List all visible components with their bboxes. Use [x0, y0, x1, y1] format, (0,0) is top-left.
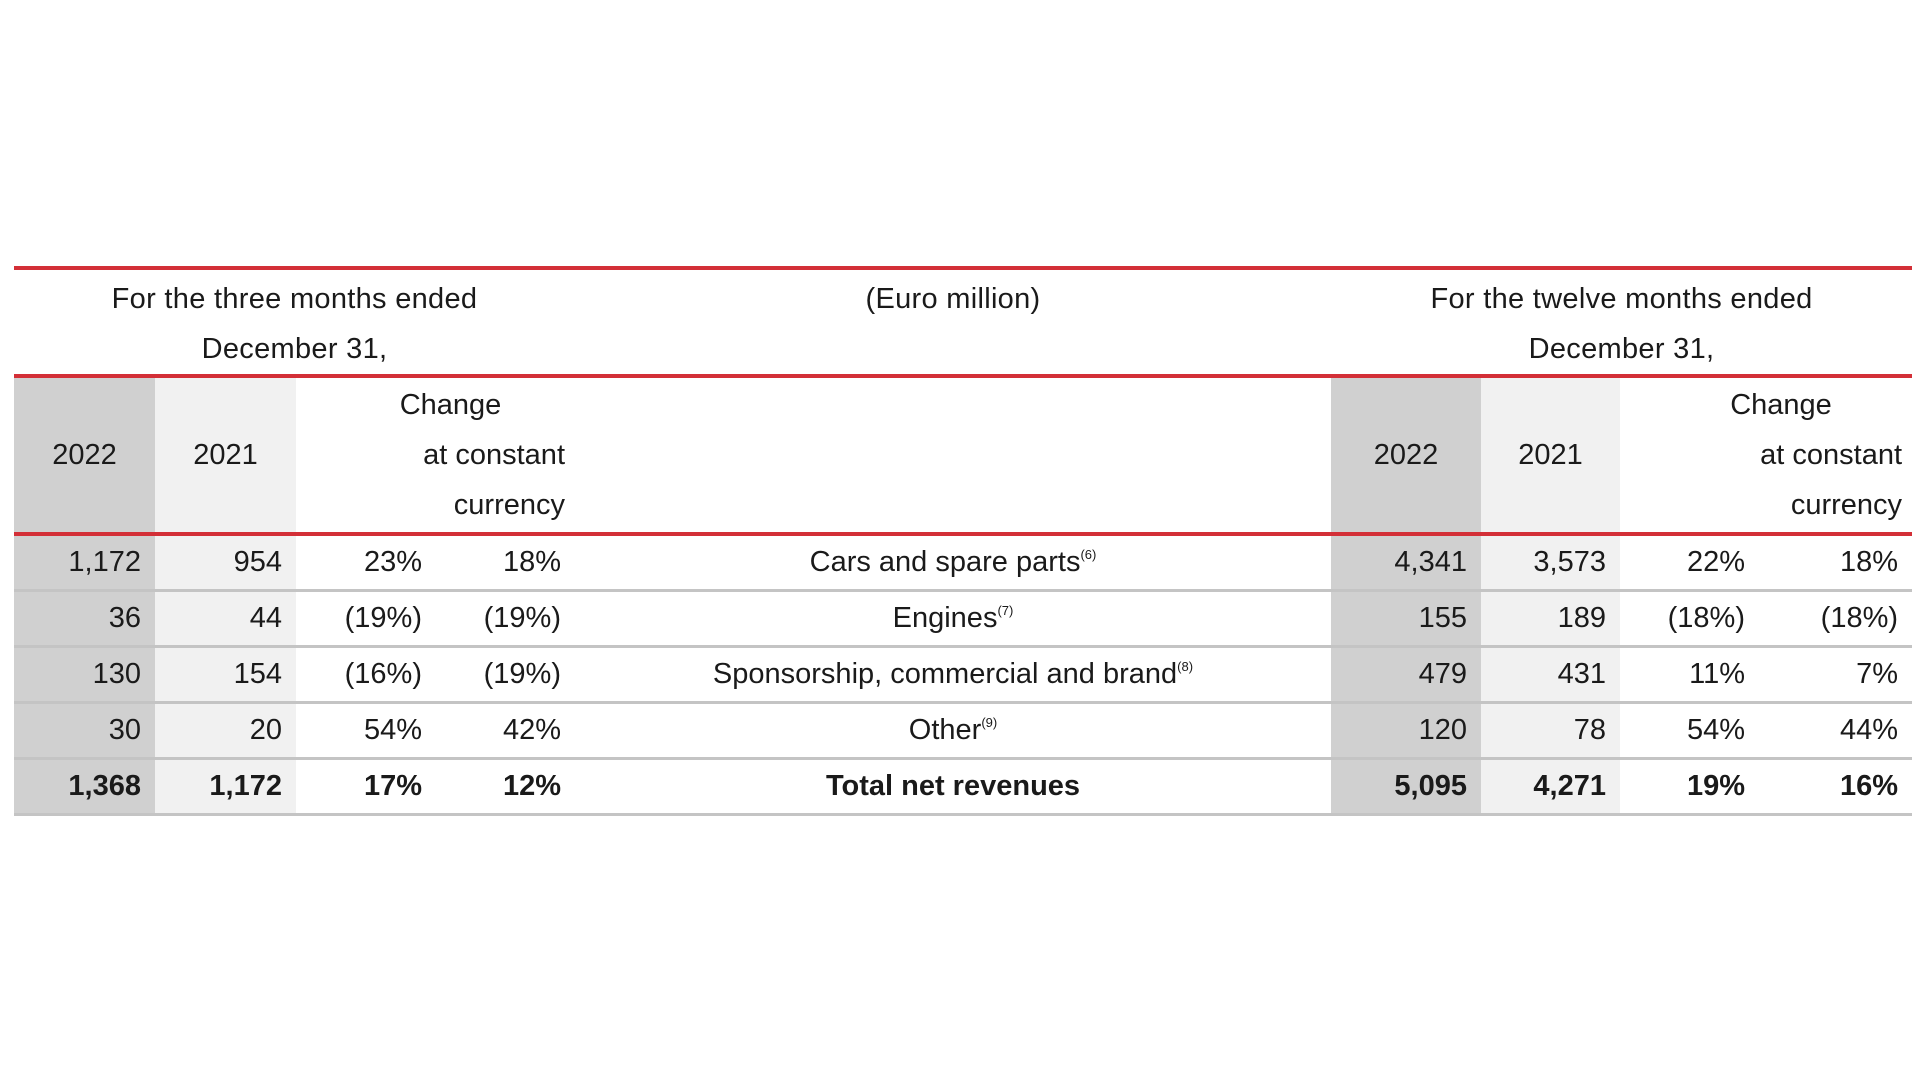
y-change-cell: 54% [1620, 702, 1759, 760]
y-2022-total: 5,095 [1331, 758, 1481, 816]
table-row: 36 44 (19%) (19%) Engines(7) 155 189 (18… [14, 590, 1913, 648]
y-constant-cell: (18%) [1759, 590, 1913, 648]
table-row: 30 20 54% 42% Other(9) 120 78 54% 44% [14, 702, 1913, 760]
table-row: 1,172 954 23% 18% Cars and spare parts(6… [14, 534, 1913, 592]
three-months-period-label: For the three months ended [111, 283, 478, 315]
q-2021-cell: 954 [155, 534, 296, 592]
y-2022-cell: 120 [1331, 702, 1481, 760]
y-constant-cell: 7% [1759, 646, 1913, 704]
q-2022-cell: 30 [14, 702, 155, 760]
y-change-cell: 11% [1620, 646, 1759, 704]
y-constant-cell: 44% [1759, 702, 1913, 760]
label-column-header [575, 376, 1331, 536]
q-change-label: Change [399, 389, 502, 421]
y-2022-cell: 479 [1331, 646, 1481, 704]
q-change-header: Change at constant currency [296, 376, 575, 536]
q-2021-header: 2021 [155, 376, 296, 536]
row-label-text: Engines [892, 602, 998, 634]
table-row: 130 154 (16%) (19%) Sponsorship, commerc… [14, 646, 1913, 704]
y-2021-total: 4,271 [1481, 758, 1620, 816]
total-row: 1,368 1,172 17% 12% Total net revenues 5… [14, 758, 1913, 816]
q-2021-cell: 20 [155, 702, 296, 760]
y-2021-cell: 78 [1481, 702, 1620, 760]
q-change-total: 17% [296, 758, 436, 816]
q-constant-label-2: currency [453, 489, 565, 521]
unit-header: (Euro million) [575, 266, 1331, 378]
q-constant-total: 12% [436, 758, 575, 816]
three-months-date-label: December 31, [201, 333, 388, 365]
q-constant-cell: 18% [436, 534, 575, 592]
three-months-header: For the three months ended December 31, [14, 266, 575, 378]
y-change-header: Change at constant currency [1620, 376, 1913, 536]
y-constant-total: 16% [1759, 758, 1913, 816]
q-2021-cell: 44 [155, 590, 296, 648]
period-header-row: For the three months ended December 31, … [14, 266, 1913, 378]
footnote-ref: (6) [1080, 547, 1097, 562]
footnote-ref: (7) [997, 603, 1014, 618]
q-2021-cell: 154 [155, 646, 296, 704]
q-constant-cell: 42% [436, 702, 575, 760]
y-2021-cell: 189 [1481, 590, 1620, 648]
q-2022-cell: 130 [14, 646, 155, 704]
y-change-label: Change [1730, 389, 1832, 421]
q-change-cell: 23% [296, 534, 436, 592]
row-label-text: Cars and spare parts [809, 546, 1081, 578]
q-change-cell: 54% [296, 702, 436, 760]
q-2022-cell: 1,172 [14, 534, 155, 592]
revenue-table-container: For the three months ended December 31, … [14, 266, 1913, 816]
row-label: Cars and spare parts(6) [575, 534, 1331, 592]
q-2022-total: 1,368 [14, 758, 155, 816]
y-2022-header: 2022 [1331, 376, 1481, 536]
twelve-months-period-label: For the twelve months ended [1430, 283, 1813, 315]
q-change-cell: (16%) [296, 646, 436, 704]
total-label: Total net revenues [575, 758, 1331, 816]
y-change-cell: 22% [1620, 534, 1759, 592]
y-2022-cell: 155 [1331, 590, 1481, 648]
row-label: Sponsorship, commercial and brand(8) [575, 646, 1331, 704]
y-constant-label-2: currency [1790, 489, 1903, 521]
y-2021-cell: 431 [1481, 646, 1620, 704]
q-constant-label-1: at constant [423, 439, 565, 471]
revenue-table: For the three months ended December 31, … [14, 266, 1913, 816]
unit-label: (Euro million) [865, 283, 1041, 315]
y-change-cell: (18%) [1620, 590, 1759, 648]
y-2022-cell: 4,341 [1331, 534, 1481, 592]
q-2021-total: 1,172 [155, 758, 296, 816]
twelve-months-header: For the twelve months ended December 31, [1331, 266, 1913, 378]
y-constant-label-1: at constant [1760, 439, 1903, 471]
row-label-text: Sponsorship, commercial and brand [712, 658, 1178, 690]
y-2021-header: 2021 [1481, 376, 1620, 536]
q-2022-header: 2022 [14, 376, 155, 536]
q-2022-cell: 36 [14, 590, 155, 648]
footnote-ref: (9) [981, 715, 998, 730]
q-change-cell: (19%) [296, 590, 436, 648]
y-change-total: 19% [1620, 758, 1759, 816]
column-header-row: 2022 2021 Change at constant currency 20… [14, 376, 1913, 536]
twelve-months-date-label: December 31, [1528, 333, 1715, 365]
q-constant-cell: (19%) [436, 646, 575, 704]
row-label: Other(9) [575, 702, 1331, 760]
y-2021-cell: 3,573 [1481, 534, 1620, 592]
row-label-text: Other [908, 714, 982, 746]
row-label: Engines(7) [575, 590, 1331, 648]
footnote-ref: (8) [1177, 659, 1194, 674]
y-constant-cell: 18% [1759, 534, 1913, 592]
q-constant-cell: (19%) [436, 590, 575, 648]
